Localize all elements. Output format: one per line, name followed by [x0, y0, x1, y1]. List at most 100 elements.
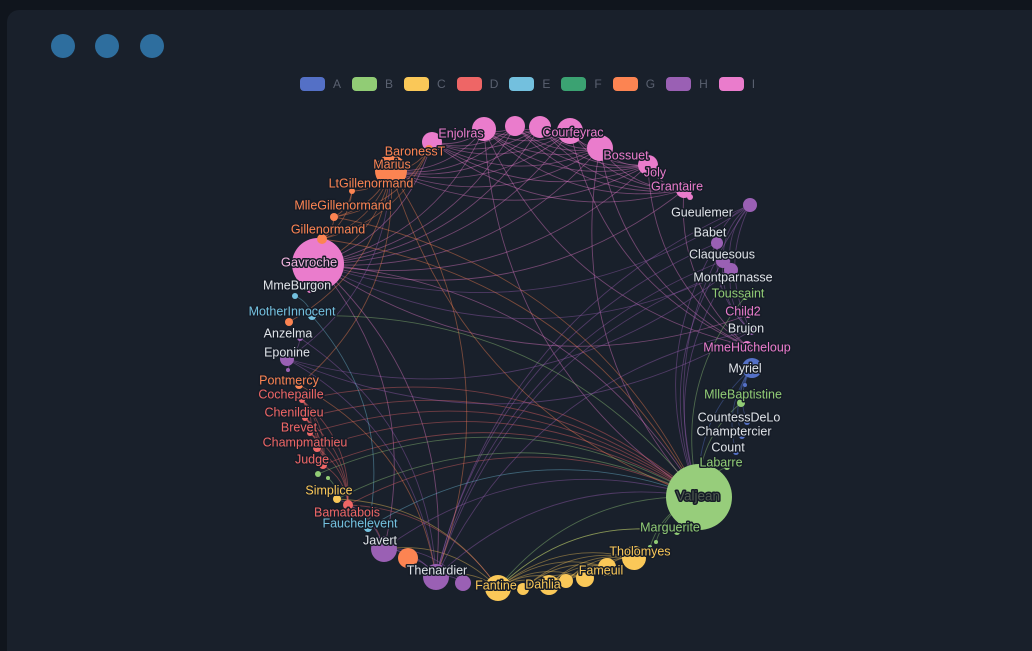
graph-node-champmathieu[interactable]: [313, 444, 321, 452]
graph-label-myriel: Myriel: [728, 362, 761, 376]
graph-node-fameuil[interactable]: [598, 558, 616, 576]
graph-node-eponine[interactable]: [280, 352, 294, 366]
graph-node-child2[interactable]: [745, 312, 751, 318]
legend-swatch-E[interactable]: [509, 77, 535, 91]
legend-item-F[interactable]: F: [561, 77, 602, 91]
graph-edge-grantaire-gavroche: [317, 189, 685, 281]
chart-legend: A B C D E F G H I: [300, 77, 766, 91]
graph-node-tholomyes[interactable]: [622, 546, 646, 570]
graph-node-marius[interactable]: [375, 155, 407, 187]
legend-swatch-G[interactable]: [612, 77, 638, 91]
graph-edge-fauchelevent-valjean: [367, 469, 700, 529]
legend-item-E[interactable]: E: [509, 77, 550, 91]
graph-edge-p3-grantaire: [539, 126, 685, 191]
graph-node-mmehucheloup[interactable]: [742, 341, 752, 351]
window-control-dot-3[interactable]: [140, 34, 164, 58]
graph-node-valjean[interactable]: [666, 464, 732, 530]
legend-item-I[interactable]: I: [718, 77, 755, 91]
graph-node-brujon[interactable]: [747, 327, 755, 335]
graph-label-montparnasse: Montparnasse: [693, 271, 772, 285]
graph-edge-o2-marius: [288, 170, 392, 323]
graph-node-pontmercy[interactable]: [295, 381, 303, 389]
graph-node-pu1[interactable]: [455, 575, 471, 591]
graph-node-marguerite[interactable]: [674, 529, 680, 535]
graph-node-t1[interactable]: [292, 293, 298, 299]
graph-node-gueulemer[interactable]: [743, 198, 757, 212]
legend-item-G[interactable]: G: [612, 77, 655, 91]
graph-node-pu2[interactable]: [286, 368, 290, 372]
graph-node-countessdelo[interactable]: [744, 419, 750, 425]
graph-node-fauchelevent[interactable]: [364, 524, 372, 532]
graph-node-judge[interactable]: [319, 461, 327, 469]
graph-node-g4[interactable]: [326, 476, 330, 480]
graph-node-cochepaille[interactable]: [299, 397, 305, 403]
graph-node-fantine[interactable]: [485, 575, 511, 601]
graph-node-motherinnocent[interactable]: [308, 312, 316, 320]
graph-node-dahlia[interactable]: [539, 575, 559, 595]
graph-node-simplice[interactable]: [333, 495, 341, 503]
graph-edge-mllegillenormand-valjean: [333, 216, 700, 498]
graph-node-baronesst[interactable]: [425, 145, 433, 153]
graph-node-babet[interactable]: [711, 237, 723, 249]
legend-item-D[interactable]: D: [456, 77, 498, 91]
window-control-dot-2[interactable]: [95, 34, 119, 58]
graph-node-toussaint[interactable]: [742, 294, 748, 300]
graph-node-bamatabois[interactable]: [343, 500, 353, 510]
graph-node-y2[interactable]: [576, 569, 594, 587]
legend-swatch-H[interactable]: [666, 77, 692, 91]
graph-node-brevet[interactable]: [307, 430, 313, 436]
legend-item-A[interactable]: A: [300, 77, 341, 91]
graph-node-gillenormand[interactable]: [317, 234, 327, 244]
graph-label-thenardier: Thenardier: [407, 564, 467, 578]
legend-item-B[interactable]: B: [352, 77, 393, 91]
graph-node-enjolras[interactable]: [472, 117, 496, 141]
graph-node-o2[interactable]: [285, 318, 293, 326]
graph-edge-p3-gavroche: [317, 126, 541, 265]
graph-node-g2[interactable]: [654, 540, 658, 544]
graph-edge-y0-tholomyes: [522, 554, 635, 590]
graph-node-montparnasse[interactable]: [724, 263, 738, 277]
graph-node-joly[interactable]: [638, 155, 658, 175]
legend-swatch-D[interactable]: [456, 77, 482, 91]
graph-node-champtercier[interactable]: [739, 433, 745, 439]
legend-item-H[interactable]: H: [666, 77, 708, 91]
legend-swatch-C[interactable]: [404, 77, 430, 91]
legend-swatch-F[interactable]: [561, 77, 587, 91]
window-control-dot-1[interactable]: [51, 34, 75, 58]
graph-node-p5[interactable]: [687, 194, 693, 200]
graph-node-javert[interactable]: [371, 536, 397, 562]
graph-node-gavroche[interactable]: [292, 238, 344, 290]
graph-node-bl1[interactable]: [743, 383, 747, 387]
graph-node-myriel[interactable]: [742, 358, 762, 378]
graph-node-y0[interactable]: [517, 583, 529, 595]
graph-node-count[interactable]: [733, 449, 739, 455]
graph-node-mmeburgon[interactable]: [307, 287, 313, 293]
graph-node-mllebaptistine[interactable]: [737, 399, 745, 407]
graph-edge-courfeyrac-grantaire: [569, 130, 685, 191]
graph-edge-chenildieu-bamatabois: [304, 417, 349, 506]
legend-swatch-B[interactable]: [352, 77, 378, 91]
graph-node-g1[interactable]: [648, 545, 652, 549]
graph-node-ltgillenormand[interactable]: [349, 188, 355, 194]
graph-node-claquesous[interactable]: [716, 254, 730, 268]
legend-swatch-I[interactable]: [718, 77, 744, 91]
legend-swatch-A[interactable]: [300, 77, 325, 91]
graph-node-chenildieu[interactable]: [302, 415, 308, 421]
graph-node-anzelma[interactable]: [297, 335, 303, 341]
graph-node-y1[interactable]: [559, 574, 573, 588]
legend-label-C: C: [437, 77, 446, 91]
graph-node-bossuet[interactable]: [587, 135, 613, 161]
legend-item-C[interactable]: C: [404, 77, 446, 91]
graph-label-enjolras: Enjolras: [438, 127, 483, 141]
graph-node-mllegillenormand[interactable]: [330, 213, 338, 221]
graph-node-grantaire[interactable]: [676, 182, 692, 198]
graph-node-thenardier[interactable]: [423, 564, 449, 590]
graph-edge-thenardier-anzelma: [299, 337, 437, 578]
graph-node-p3[interactable]: [529, 116, 551, 138]
graph-node-labarre[interactable]: [724, 464, 730, 470]
graph-node-courfeyrac[interactable]: [557, 118, 583, 144]
graph-node-g3[interactable]: [315, 471, 321, 477]
graph-node-p2[interactable]: [505, 116, 525, 136]
graph-node-o1[interactable]: [398, 548, 418, 568]
